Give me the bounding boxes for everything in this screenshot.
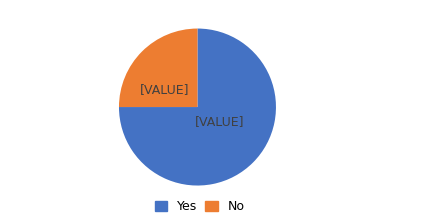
Wedge shape (119, 29, 197, 107)
Text: [VALUE]: [VALUE] (140, 83, 189, 96)
Legend: Yes, No: Yes, No (151, 196, 248, 217)
Wedge shape (119, 29, 276, 186)
Text: [VALUE]: [VALUE] (195, 115, 244, 128)
